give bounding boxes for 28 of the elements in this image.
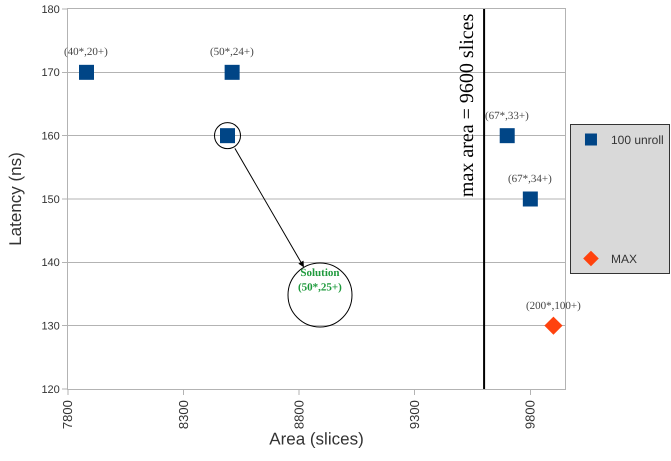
point [522, 192, 538, 206]
ref-line-label: max area = 9600 slices [456, 13, 478, 198]
x-tick-label: 8300 [176, 400, 191, 430]
y-tick-label: 170 [41, 67, 60, 80]
x-tick-label: 9800 [522, 400, 538, 430]
x-tick-label: 8800 [291, 400, 306, 430]
legend-label: 100 unroll [610, 133, 664, 148]
x-tick-label: 9300 [406, 400, 422, 430]
data-label: (200*,100+) [526, 300, 582, 312]
y-tick-label: 140 [41, 257, 60, 270]
y-axis-title: Latency (ns) [6, 152, 25, 246]
point [544, 316, 563, 335]
data-label: (50*,24+) [210, 46, 254, 58]
data-label: (40*,20+) [64, 46, 108, 58]
data-label: (67*,34+) [508, 173, 552, 185]
y-tick-label: 150 [41, 194, 60, 206]
x-axis-title: Area (slices) [269, 430, 364, 449]
data-label: (67*,33+) [485, 110, 530, 122]
y-tick-label: 130 [41, 320, 60, 333]
point [500, 128, 515, 144]
point [78, 64, 94, 80]
legend-label: MAX [610, 252, 637, 266]
annotation: Solution (50*,25+) [298, 267, 342, 294]
y-tick-label: 180 [41, 4, 60, 16]
point [224, 64, 240, 80]
y-tick-label: 120 [41, 384, 60, 396]
x-tick-label: 7800 [60, 400, 76, 430]
y-tick-label: 160 [41, 130, 60, 143]
